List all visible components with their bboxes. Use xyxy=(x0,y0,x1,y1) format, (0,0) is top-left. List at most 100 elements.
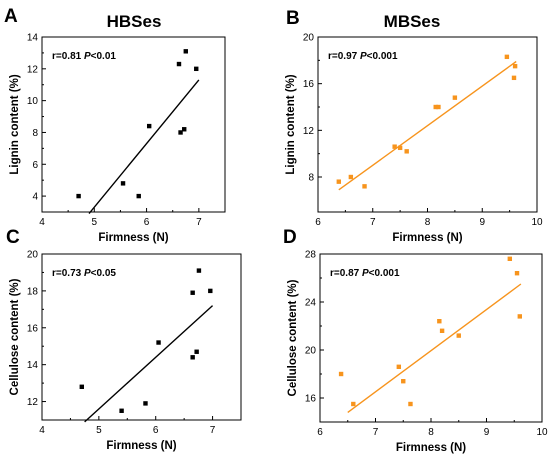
chart-1-point xyxy=(436,104,441,110)
chart-1-point xyxy=(336,179,342,184)
chart-3-xtick-label: 6 xyxy=(317,427,323,438)
chart-0-ytick-label: 14 xyxy=(27,33,39,44)
panel-a-plot: 4 5 6 7 4 6 8 10 12 14 Firmness (N) Lignin content … xyxy=(9,33,226,244)
chart-1-point xyxy=(397,145,403,151)
chart-2-point xyxy=(208,288,213,294)
chart-3-point xyxy=(439,328,445,333)
panel-letter-d: D xyxy=(283,227,297,248)
chart-0-point xyxy=(182,127,187,132)
chart-2-point xyxy=(196,268,202,273)
chart-3-xtick-label: 7 xyxy=(373,427,379,438)
chart-2-ytick-label: 18 xyxy=(27,286,39,297)
chart-1-point xyxy=(404,149,409,154)
chart-0-point xyxy=(183,49,188,54)
chart-1-point xyxy=(392,144,397,149)
chart-2-point xyxy=(194,349,199,354)
chart-0-stat: r=0.81 P<0.01 xyxy=(52,51,116,62)
chart-3-point xyxy=(456,333,461,338)
chart-0-ytick-label: 8 xyxy=(32,128,38,139)
chart-0-point xyxy=(120,181,126,186)
panel-a: A HBSes 4 5 6 7 4 6 8 10 12 14 Firmness (N) Lignin … xyxy=(4,6,226,244)
chart-2-ytick-label: 12 xyxy=(27,397,39,408)
chart-2-point xyxy=(79,384,84,389)
chart-2-point xyxy=(119,408,124,413)
chart-1-fit-line xyxy=(338,60,517,191)
chart-3-point xyxy=(338,371,344,377)
chart-1-xtick-label: 7 xyxy=(370,217,376,228)
chart-1-xtick-label: 8 xyxy=(425,217,431,228)
chart-2-point xyxy=(143,401,148,406)
chart-3-stat: r=0.87 P<0.001 xyxy=(330,268,400,279)
panel-c: C 4 5 6 7 12 14 16 18 20 Firmness (N) Cellulose co… xyxy=(6,227,242,452)
chart-0-ytick-label: 12 xyxy=(27,64,39,75)
chart-2-frame xyxy=(41,253,242,421)
chart-3-xtick-label: 9 xyxy=(484,427,490,438)
chart-0-xlabel: Firmness (N) xyxy=(98,232,168,244)
chart-1-ylabel: Lignin content (%) xyxy=(285,74,297,174)
chart-2-point xyxy=(156,340,161,345)
chart-0-point xyxy=(178,130,183,135)
chart-1-point xyxy=(512,63,518,69)
chart-1-point xyxy=(504,54,510,60)
chart-2-ytick-label: 14 xyxy=(27,360,39,371)
chart-3-ytick-label: 16 xyxy=(305,394,317,405)
chart-0-point xyxy=(176,61,182,67)
chart-3-fit-line xyxy=(347,283,522,413)
chart-2-xtick-label: 7 xyxy=(210,425,216,436)
chart-2-stat: r=0.73 P<0.05 xyxy=(52,268,116,279)
panel-c-plot: 4 5 6 7 12 14 16 18 20 Firmness (N) Cellulose cont… xyxy=(9,250,242,452)
chart-2-fit-line xyxy=(84,305,214,423)
chart-1-xtick-label: 6 xyxy=(315,217,321,228)
chart-1-ytick-label: 20 xyxy=(303,33,315,44)
chart-1-xtick-label: 10 xyxy=(531,217,543,228)
chart-1-point xyxy=(433,104,438,110)
chart-2-xtick-label: 4 xyxy=(39,425,45,436)
chart-1-ytick-label: 8 xyxy=(308,173,314,184)
chart-0-point xyxy=(146,123,152,129)
panel-letter-c: C xyxy=(6,227,20,248)
panel-letter-a: A xyxy=(4,6,18,27)
chart-3-xtick-label: 10 xyxy=(536,427,548,438)
chart-3-point xyxy=(408,401,413,407)
chart-0-xtick-label: 7 xyxy=(196,217,202,228)
chart-2-xtick-label: 6 xyxy=(153,425,159,436)
chart-1-point xyxy=(348,174,354,180)
chart-0-point xyxy=(194,66,199,72)
panel-letter-b: B xyxy=(286,8,300,29)
chart-0-ylabel: Lignin content (%) xyxy=(9,74,21,174)
chart-1-xlabel: Firmness (N) xyxy=(392,232,462,244)
chart-1-ytick-label: 12 xyxy=(303,126,315,137)
chart-0-xtick-label: 4 xyxy=(39,217,45,228)
chart-3-ytick-label: 24 xyxy=(305,298,317,309)
chart-3-point xyxy=(507,256,513,261)
chart-2-ylabel: Cellulose content (%) xyxy=(9,278,21,395)
chart-0-ytick-label: 10 xyxy=(27,96,39,107)
chart-3-point xyxy=(514,271,520,276)
chart-3-ytick-label: 20 xyxy=(305,346,317,357)
chart-2-ytick-label: 20 xyxy=(27,250,39,261)
chart-3-point xyxy=(396,364,402,369)
chart-3-point xyxy=(517,314,522,319)
chart-3-xtick-label: 8 xyxy=(428,427,434,438)
panel-b: B MBSes 6 7 8 9 10 8 12 16 20 Firmness (N) Lignin … xyxy=(285,8,543,244)
chart-2-ytick-label: 16 xyxy=(27,323,39,334)
chart-1-point xyxy=(362,184,367,189)
panel-d: D 6 7 8 9 10 16 20 24 28 Firmness (N) Cellulose co… xyxy=(283,227,548,454)
chart-0-point xyxy=(76,193,81,199)
chart-3-frame xyxy=(319,253,543,423)
chart-2-point xyxy=(190,355,195,360)
panel-b-title: MBSes xyxy=(384,12,441,31)
chart-0-xtick-label: 5 xyxy=(92,217,98,228)
chart-3-ylabel: Cellulose content (%) xyxy=(287,279,299,396)
chart-1-stat: r=0.97 P<0.001 xyxy=(328,51,398,62)
chart-1-point xyxy=(452,95,458,100)
chart-3-point xyxy=(351,401,356,407)
chart-0-fit-line xyxy=(88,79,200,215)
chart-0-frame xyxy=(41,36,226,213)
chart-1-frame xyxy=(317,36,538,213)
chart-2-xlabel: Firmness (N) xyxy=(106,440,176,452)
chart-2-point xyxy=(190,290,195,295)
chart-0-xtick-label: 6 xyxy=(144,217,150,228)
chart-3-point xyxy=(401,379,406,384)
